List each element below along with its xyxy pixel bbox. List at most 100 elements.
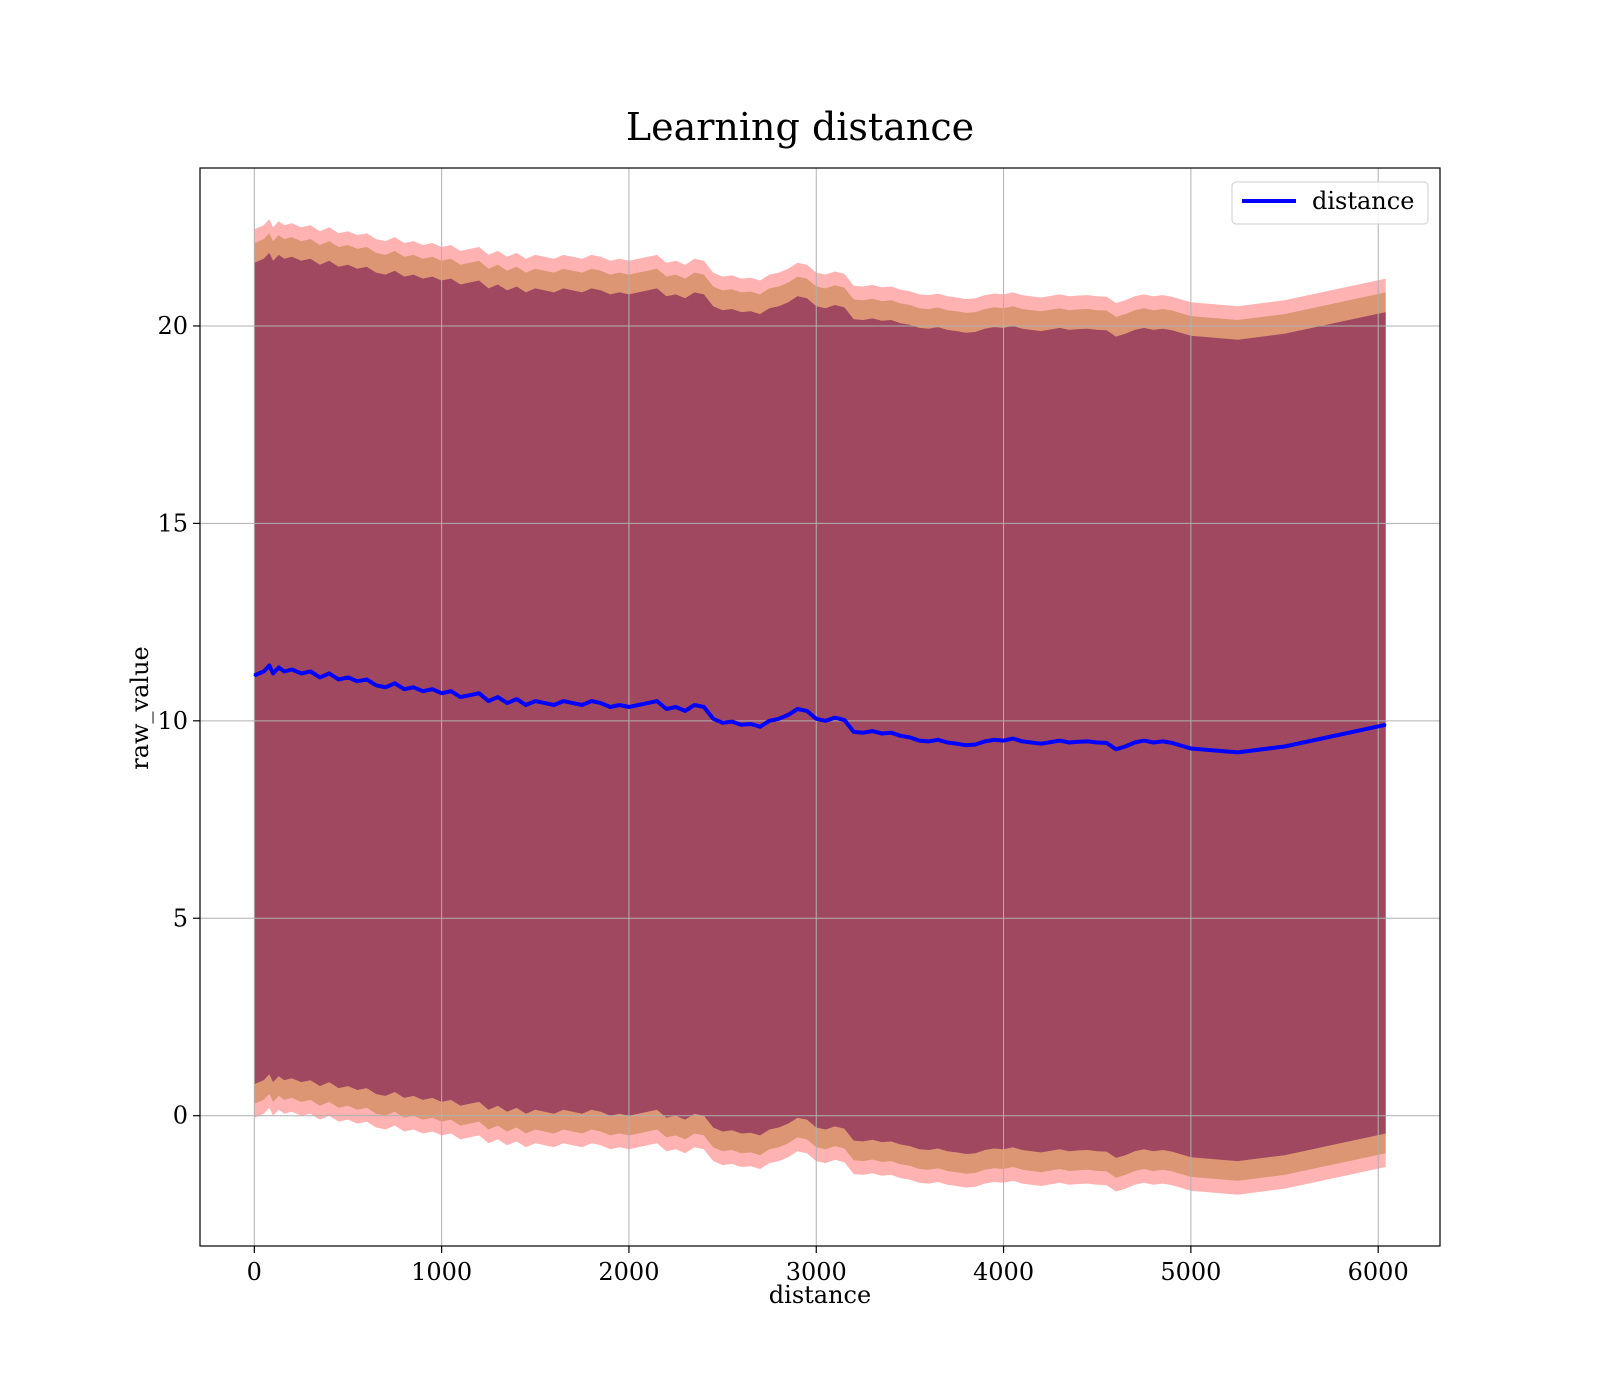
data-point	[984, 740, 986, 743]
data-point	[993, 738, 995, 741]
data-point	[1115, 748, 1117, 751]
data-point	[506, 702, 508, 704]
data-point	[646, 702, 649, 704]
data-point	[721, 721, 724, 724]
data-point	[881, 732, 883, 735]
x-tick-label: 6000	[1348, 1258, 1409, 1286]
data-point	[1143, 739, 1145, 742]
data-point	[277, 666, 280, 669]
data-point	[693, 704, 696, 706]
y-tick-label: 15	[157, 509, 188, 537]
data-point	[309, 670, 312, 673]
data-point	[965, 744, 967, 747]
data-point	[1077, 740, 1080, 743]
data-point	[412, 686, 415, 689]
chart-title: Learning distance	[626, 105, 974, 149]
data-point	[759, 725, 761, 728]
data-point	[431, 688, 434, 691]
data-point	[1058, 739, 1061, 742]
data-point	[403, 688, 405, 691]
data-point	[871, 730, 874, 732]
plot-area	[199, 167, 1441, 1247]
data-point	[609, 706, 612, 708]
data-point	[787, 714, 789, 716]
data-point	[384, 686, 387, 689]
data-point	[365, 678, 368, 681]
data-point	[1236, 751, 1239, 754]
data-point	[394, 682, 396, 685]
data-point	[1133, 741, 1136, 744]
data-point	[1161, 740, 1164, 743]
data-point	[796, 708, 799, 710]
data-point	[590, 700, 593, 702]
data-point	[1040, 742, 1042, 745]
band-inner	[254, 252, 1386, 1162]
data-point	[283, 670, 286, 673]
data-point	[581, 704, 583, 706]
data-point	[946, 741, 949, 744]
data-point	[459, 696, 462, 698]
legend: distance	[1231, 181, 1429, 225]
data-point	[1152, 741, 1155, 744]
x-axis-label: distance	[769, 1281, 871, 1309]
data-point	[665, 708, 668, 710]
y-tick-label: 10	[157, 707, 188, 735]
data-point	[815, 718, 818, 720]
data-point	[347, 676, 349, 679]
data-point	[375, 684, 377, 687]
data-point	[618, 704, 621, 706]
data-point	[712, 718, 715, 720]
data-point	[1012, 737, 1014, 740]
data-point	[600, 702, 602, 704]
data-point	[740, 723, 743, 726]
data-point	[328, 672, 331, 675]
data-point	[731, 720, 733, 723]
x-tick-label: 2000	[598, 1258, 659, 1286]
data-point	[1002, 739, 1005, 742]
data-point	[1096, 741, 1099, 744]
data-point	[637, 704, 640, 706]
data-point	[824, 720, 827, 722]
x-tick-label: 0	[247, 1258, 262, 1286]
data-point	[562, 700, 565, 702]
data-point	[534, 700, 537, 702]
data-point	[834, 716, 836, 719]
data-point	[440, 692, 443, 694]
x-tick-label: 1000	[411, 1258, 472, 1286]
data-point	[497, 696, 499, 698]
data-point	[656, 700, 658, 702]
data-point	[450, 690, 452, 693]
data-point	[515, 698, 518, 700]
series-layer	[253, 663, 1387, 755]
data-point	[852, 731, 855, 733]
data-point	[268, 664, 271, 667]
y-axis-label: raw_value	[126, 646, 154, 770]
x-tick-label: 3000	[786, 1258, 847, 1286]
plot-frame	[199, 167, 1441, 1247]
data-point	[356, 680, 359, 683]
data-point	[843, 719, 846, 721]
data-point	[543, 702, 546, 704]
data-point	[1124, 745, 1127, 748]
data-point	[319, 676, 321, 679]
data-point	[703, 706, 705, 708]
data-point	[525, 704, 527, 706]
data-point	[974, 743, 977, 746]
y-axis-ticks: 0 5 10 15 20	[157, 312, 200, 1130]
data-point	[890, 731, 892, 734]
data-point	[899, 735, 902, 737]
y-tick-label: 0	[173, 1102, 188, 1130]
data-point	[468, 694, 471, 696]
data-point	[918, 739, 921, 742]
y-tick-label: 5	[173, 904, 188, 932]
data-point	[909, 736, 911, 739]
data-point	[571, 702, 574, 704]
confidence-bands	[254, 219, 1386, 1195]
data-point	[1283, 745, 1286, 748]
data-point	[1021, 740, 1024, 743]
data-point	[478, 692, 480, 694]
data-point	[300, 672, 302, 675]
data-point	[487, 700, 490, 702]
data-point	[806, 710, 808, 712]
